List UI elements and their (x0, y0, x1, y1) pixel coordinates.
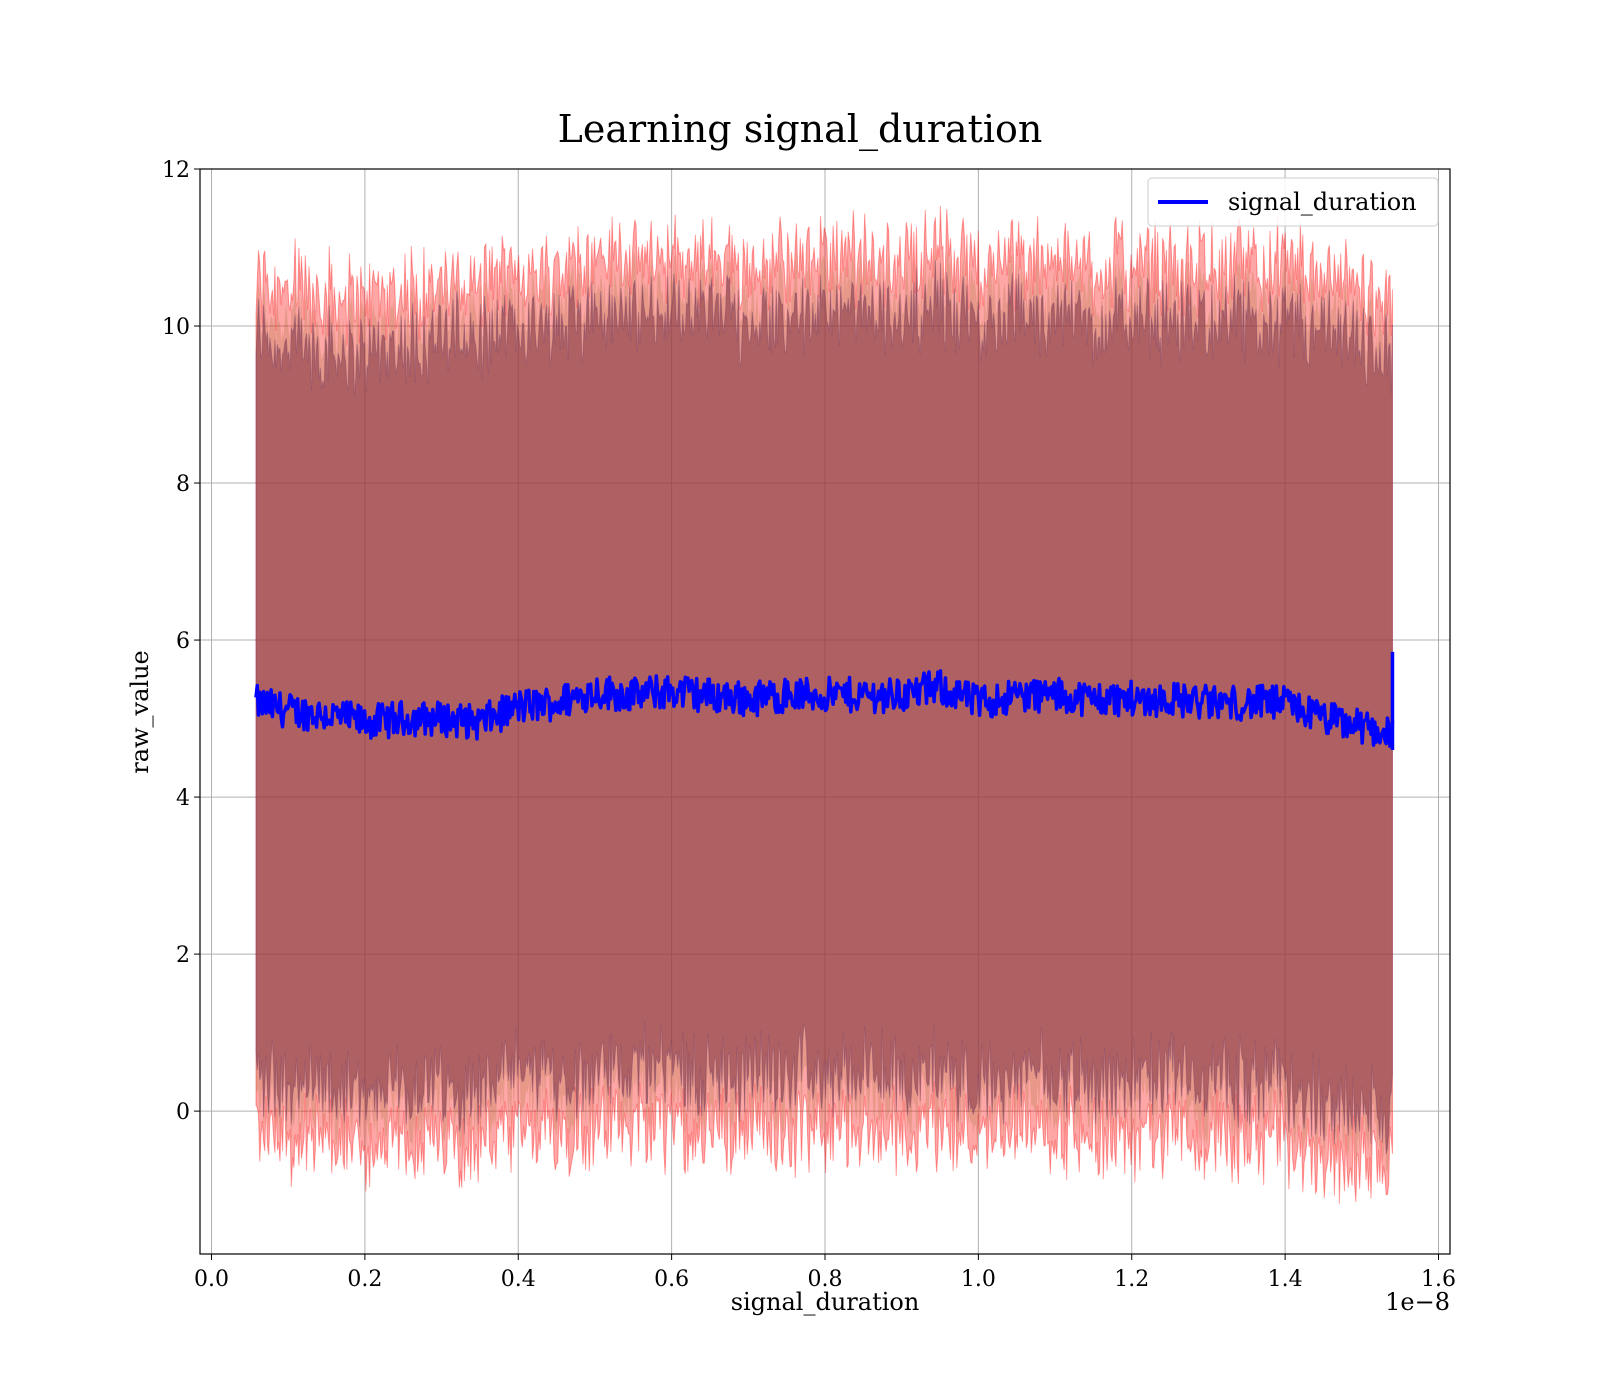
x-tick-label: 1.0 (961, 1267, 996, 1292)
x-axis-offset-text: 1e−8 (1385, 1288, 1450, 1316)
x-axis-ticks: 0.0 0.2 0.4 0.6 0.8 1.0 1.2 1.4 1.6 (194, 1254, 1456, 1292)
y-tick-label: 10 (162, 315, 190, 340)
y-tick-label: 2 (176, 943, 190, 968)
y-tick-label: 0 (176, 1100, 190, 1125)
y-tick-label: 12 (162, 158, 190, 183)
x-tick-label: 1.2 (1114, 1267, 1149, 1292)
chart-title: Learning signal_duration (558, 107, 1043, 152)
x-axis-label: signal_duration (731, 1288, 920, 1316)
y-axis-ticks: 0 2 4 6 8 10 12 (162, 158, 200, 1125)
y-tick-label: 8 (176, 472, 190, 497)
x-tick-label: 0.0 (194, 1267, 229, 1292)
x-tick-label: 0.8 (808, 1267, 843, 1292)
legend-entry-label: signal_duration (1228, 188, 1417, 216)
x-tick-label: 0.6 (654, 1267, 689, 1292)
x-tick-label: 1.6 (1421, 1267, 1456, 1292)
legend-box (1147, 177, 1439, 227)
y-tick-label: 6 (176, 629, 190, 654)
x-tick-label: 0.4 (501, 1267, 536, 1292)
series-layer (254, 651, 1395, 750)
y-axis-label: raw_value (126, 650, 154, 774)
series-line-signal_duration (254, 669, 1395, 749)
x-tick-label: 0.2 (347, 1267, 382, 1292)
y-tick-label: 4 (176, 786, 190, 811)
x-tick-label: 1.4 (1268, 1267, 1303, 1292)
legend: signal_duration (1147, 177, 1439, 227)
